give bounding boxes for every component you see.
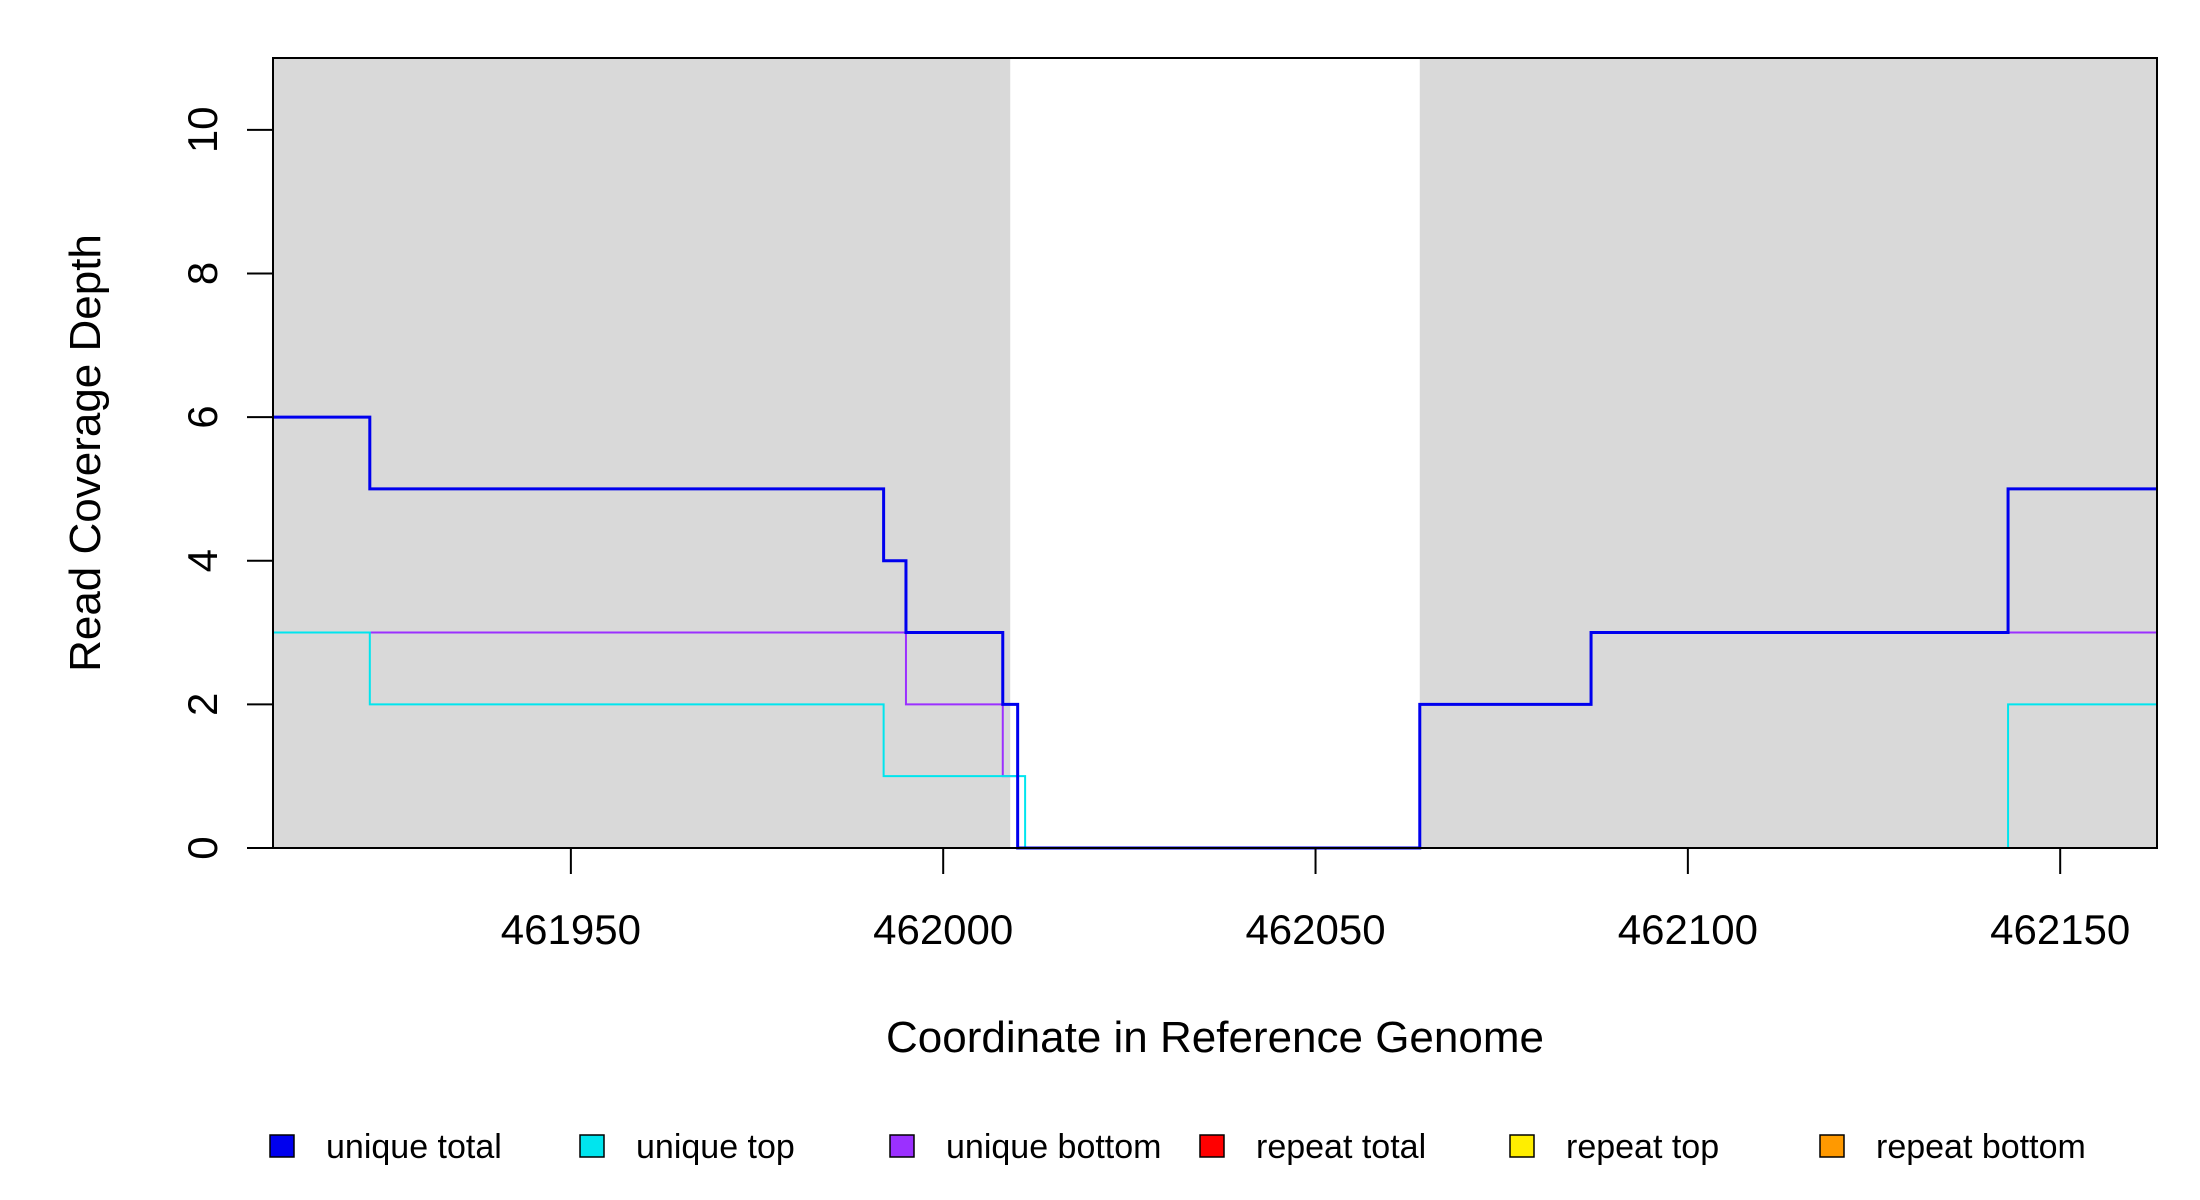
series-line-unique-top [273,631,2157,849]
x-tick-label: 462000 [873,906,1013,953]
legend-swatch-unique-top [579,1134,605,1158]
series-line-unique-total [273,415,2157,850]
x-axis: 461950 462000 462050 462100 462150 [501,848,2130,953]
y-axis: 0 2 4 6 8 10 [179,106,273,860]
legend-label-unique-total: unique total [326,1128,502,1166]
y-tick-label: 6 [179,405,226,428]
shaded-region-1 [273,58,1011,848]
legend-swatch-repeat-top [1509,1134,1535,1158]
legend-swatch-unique-total [269,1134,295,1158]
shaded-regions [273,58,2157,848]
x-tick-label: 462100 [1618,906,1758,953]
legend-label-unique-bottom: unique bottom [946,1128,1162,1166]
legend: unique total unique top unique bottom repea… [269,1128,2086,1166]
legend-label-unique-top: unique top [636,1128,795,1166]
x-axis-title: Coordinate in Reference Genome [886,1013,1544,1062]
x-tick-label: 462150 [1990,906,2130,953]
y-tick-label: 4 [179,549,226,572]
y-tick-label: 2 [179,693,226,716]
legend-swatch-unique-bottom [889,1134,915,1158]
legend-label-repeat-bottom: repeat bottom [1876,1128,2086,1166]
legend-label-repeat-total: repeat total [1256,1128,1426,1166]
x-tick-label: 462050 [1245,906,1385,953]
legend-swatch-repeat-bottom [1819,1134,1845,1158]
y-tick-label: 10 [179,106,226,153]
legend-label-repeat-top: repeat top [1566,1128,1719,1166]
y-tick-label: 8 [179,262,226,285]
plot-frame [272,57,2158,849]
legend-swatch-repeat-total [1199,1134,1225,1158]
y-axis-title: Read Coverage Depth [61,234,110,672]
y-tick-label: 0 [179,836,226,859]
shaded-region-2 [1419,58,2157,848]
x-tick-label: 461950 [501,906,641,953]
